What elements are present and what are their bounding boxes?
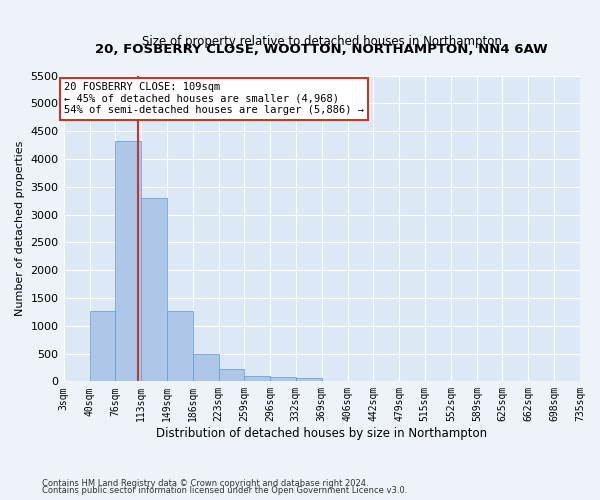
- X-axis label: Distribution of detached houses by size in Northampton: Distribution of detached houses by size …: [156, 427, 487, 440]
- Bar: [244, 376, 270, 382]
- Bar: [89, 312, 115, 382]
- Y-axis label: Number of detached properties: Number of detached properties: [15, 141, 25, 316]
- Text: 20 FOSBERRY CLOSE: 109sqm
← 45% of detached houses are smaller (4,968)
54% of se: 20 FOSBERRY CLOSE: 109sqm ← 45% of detac…: [64, 82, 364, 116]
- Title: Size of property relative to detached houses in Northampton: Size of property relative to detached ho…: [142, 35, 502, 48]
- Bar: [296, 378, 322, 382]
- Bar: [115, 140, 141, 382]
- Text: 20, FOSBERRY CLOSE, WOOTTON, NORTHAMPTON, NN4 6AW: 20, FOSBERRY CLOSE, WOOTTON, NORTHAMPTON…: [95, 42, 548, 56]
- Bar: [141, 198, 167, 382]
- Text: Contains public sector information licensed under the Open Government Licence v3: Contains public sector information licen…: [42, 486, 407, 495]
- Bar: [167, 310, 193, 382]
- Bar: [219, 370, 244, 382]
- Text: Contains HM Land Registry data © Crown copyright and database right 2024.: Contains HM Land Registry data © Crown c…: [42, 478, 368, 488]
- Bar: [193, 354, 219, 382]
- Bar: [270, 377, 296, 382]
